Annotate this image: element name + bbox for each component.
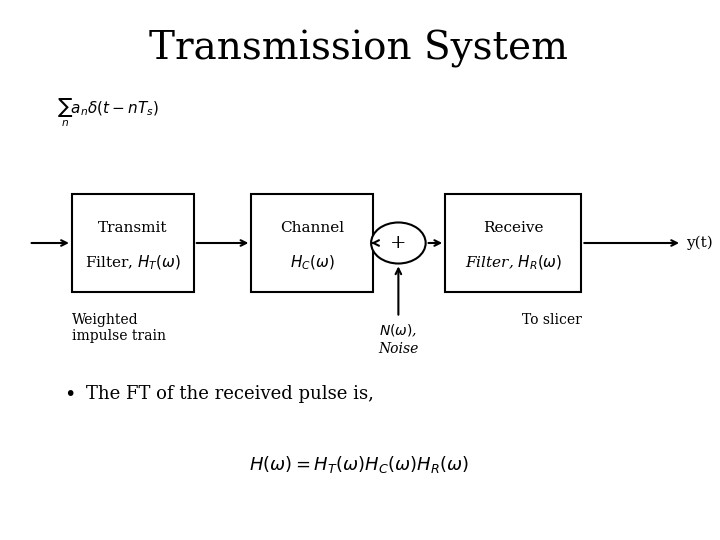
- Text: Transmit: Transmit: [98, 221, 168, 235]
- Text: Filter, $H_T(\omega)$: Filter, $H_T(\omega)$: [85, 253, 181, 272]
- Text: Channel: Channel: [280, 221, 344, 235]
- Circle shape: [371, 222, 426, 264]
- Text: To slicer: To slicer: [521, 313, 582, 327]
- Text: Filter, $H_R(\omega)$: Filter, $H_R(\omega)$: [464, 253, 562, 272]
- Text: •: •: [65, 384, 76, 404]
- Text: +: +: [390, 234, 407, 252]
- Text: $\sum_n a_n \delta(t - nT_s)$: $\sum_n a_n \delta(t - nT_s)$: [58, 97, 159, 130]
- FancyBboxPatch shape: [251, 194, 373, 292]
- Text: Weighted
impulse train: Weighted impulse train: [72, 313, 166, 343]
- Text: y(t): y(t): [686, 236, 713, 250]
- Text: $H(\omega) = H_T(\omega) H_C(\omega) H_R(\omega)$: $H(\omega) = H_T(\omega) H_C(\omega) H_R…: [249, 454, 469, 475]
- FancyBboxPatch shape: [72, 194, 194, 292]
- Text: The FT of the received pulse is,: The FT of the received pulse is,: [86, 385, 374, 403]
- Text: $N(\omega)$,
Noise: $N(\omega)$, Noise: [378, 323, 418, 355]
- Text: Receive: Receive: [483, 221, 544, 235]
- Text: Transmission System: Transmission System: [150, 30, 568, 68]
- FancyBboxPatch shape: [445, 194, 582, 292]
- Text: $H_C(\omega)$: $H_C(\omega)$: [290, 253, 335, 272]
